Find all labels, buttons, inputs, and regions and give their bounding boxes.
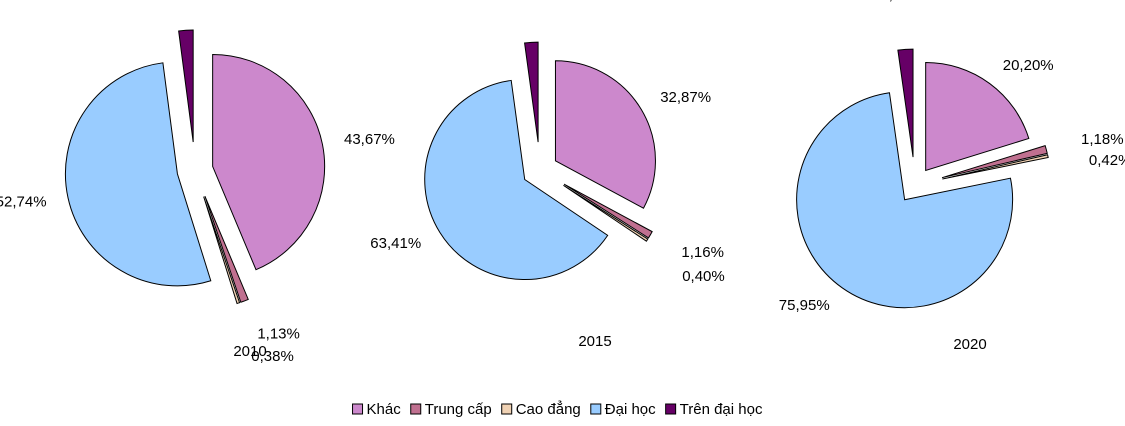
pie-slice — [204, 195, 249, 303]
data-label: 20,20% — [1003, 57, 1054, 74]
legend-swatch — [590, 403, 602, 415]
chart-title: 2015 — [578, 333, 611, 350]
pie-slice — [563, 184, 649, 242]
data-label: 0,40% — [682, 268, 725, 285]
pie-slice — [796, 92, 1014, 309]
legend-swatch — [352, 403, 364, 415]
data-label: 75,95% — [779, 297, 830, 314]
data-label: 1,16% — [681, 244, 724, 261]
data-label: 43,67% — [344, 131, 395, 148]
data-label: 2,24% — [880, 0, 923, 3]
data-label: 32,87% — [660, 89, 711, 106]
data-label: 52,74% — [0, 194, 47, 211]
pie-slice — [203, 196, 241, 305]
pie-slice — [897, 48, 914, 158]
pie-slice — [178, 29, 194, 143]
pie-slice — [212, 53, 326, 271]
chart-title: 2010 — [233, 343, 266, 360]
pie-slice — [925, 62, 1030, 172]
data-label: 63,41% — [370, 235, 421, 252]
data-label: 1,13% — [257, 326, 300, 343]
data-label: 1,18% — [1081, 131, 1124, 148]
pie-slice — [941, 144, 1048, 179]
legend-label: Cao đẳng — [516, 400, 581, 418]
pie-slice — [563, 183, 653, 239]
legend-label: Khác — [367, 401, 402, 418]
data-label: 0,42% — [1089, 152, 1125, 169]
data-label: 0,38% — [251, 348, 294, 365]
pie-slice — [554, 60, 656, 209]
legend-label: Trên đại học — [680, 401, 763, 418]
pie-slice — [942, 154, 1049, 180]
legend: Khác Trung cấp Cao đẳng Đại học Trên đại học — [352, 400, 763, 418]
legend-swatch — [501, 403, 513, 415]
legend-label: Đại học — [605, 401, 656, 418]
pie-slice — [524, 41, 539, 143]
legend-label: Trung cấp — [425, 401, 492, 418]
legend-swatch — [665, 403, 677, 415]
pie-slice — [424, 79, 609, 280]
chart-title: 2020 — [953, 336, 986, 353]
legend-swatch — [410, 403, 422, 415]
pie-slice — [64, 62, 212, 287]
